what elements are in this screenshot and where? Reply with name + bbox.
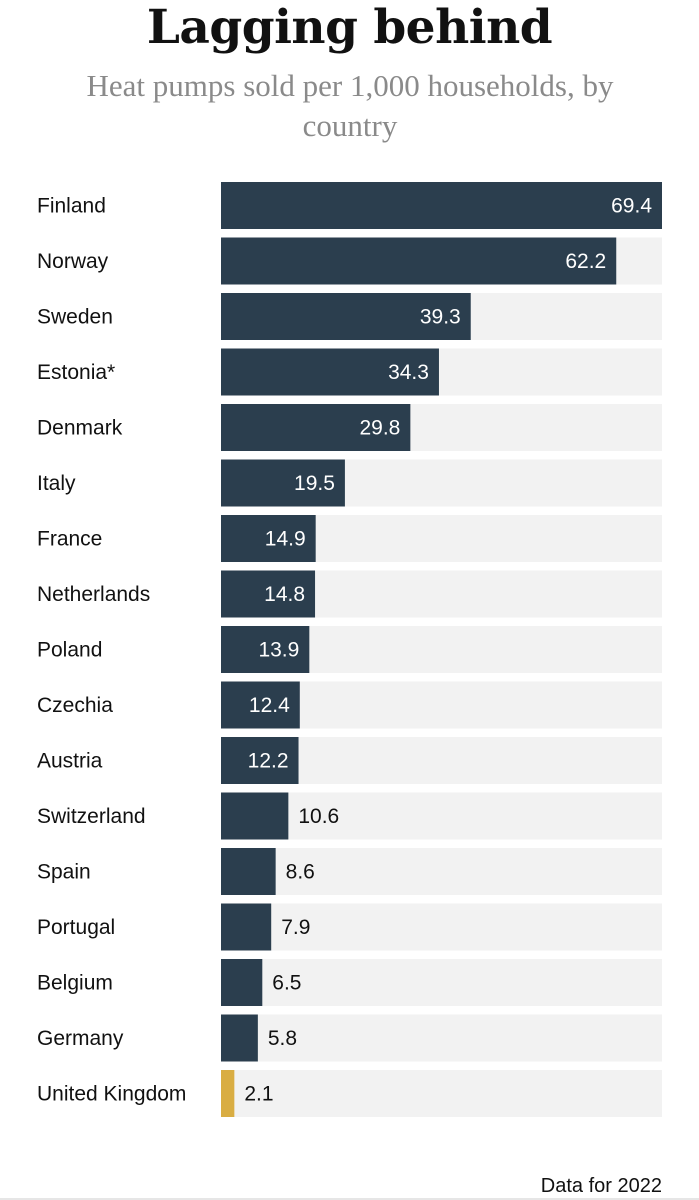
category-label: Portugal — [37, 916, 115, 939]
category-label: Germany — [37, 1027, 124, 1050]
bar-row: Estonia* 34.3 — [37, 348, 662, 396]
chart-title: Lagging behind — [146, 0, 553, 55]
bar-row: Belgium 6.5 — [37, 959, 662, 1006]
bar — [221, 1014, 258, 1062]
bar — [221, 1070, 235, 1117]
category-label: Estonia* — [37, 361, 115, 384]
bar — [221, 848, 276, 895]
bar — [221, 293, 471, 340]
category-label: Norway — [37, 250, 109, 273]
bar — [221, 348, 439, 396]
value-label: 14.8 — [264, 583, 305, 606]
bar-track — [221, 1014, 662, 1062]
bar-track — [221, 792, 662, 840]
bar-row: Netherlands 14.8 — [37, 570, 662, 618]
category-label: France — [37, 528, 102, 551]
value-label: 14.9 — [265, 528, 306, 551]
bar — [221, 404, 411, 451]
data-year-note: Data for 2022 — [540, 1175, 662, 1197]
bar — [221, 737, 299, 784]
bar-track — [221, 1070, 662, 1117]
bar-row: France 14.9 — [37, 515, 662, 562]
bar-track — [221, 848, 662, 895]
value-label: 6.5 — [272, 972, 301, 995]
bar — [221, 792, 289, 840]
category-label: Belgium — [37, 972, 113, 995]
bar-row: Germany 5.8 — [37, 1014, 662, 1062]
bar — [221, 681, 300, 729]
bar-row: Spain 8.6 — [37, 848, 662, 895]
bottom-divider — [0, 1198, 699, 1200]
value-label: 12.2 — [248, 750, 289, 773]
bar — [221, 515, 316, 562]
value-label: 19.5 — [294, 472, 335, 495]
category-label: Denmark — [37, 417, 123, 440]
value-label: 5.8 — [268, 1027, 297, 1050]
bar-row: Poland 13.9 — [37, 626, 662, 673]
category-label: Spain — [37, 861, 91, 884]
value-label: 13.9 — [258, 639, 299, 662]
bar-track — [221, 903, 662, 951]
value-label: 2.1 — [244, 1083, 273, 1106]
bar-row: Portugal 7.9 — [37, 903, 662, 951]
value-label: 12.4 — [249, 694, 290, 717]
value-label: 29.8 — [359, 417, 400, 440]
bar-row: Norway 62.2 — [37, 237, 662, 285]
category-label: Switzerland — [37, 805, 146, 828]
value-label: 7.9 — [281, 916, 310, 939]
bar — [221, 459, 345, 507]
bar — [221, 959, 263, 1006]
category-label: Sweden — [37, 306, 113, 329]
chart-subtitle: Heat pumps sold per 1,000 households, by… — [86, 68, 614, 143]
bar-row: Denmark 29.8 — [37, 404, 662, 451]
bar — [221, 903, 272, 951]
bar-row: Czechia 12.4 — [37, 681, 662, 729]
category-label: Italy — [37, 472, 76, 495]
category-label: Czechia — [37, 694, 113, 717]
category-label: Finland — [37, 195, 106, 218]
value-label: 62.2 — [565, 250, 606, 273]
bar-track — [221, 959, 662, 1006]
value-label: 34.3 — [388, 361, 429, 384]
bar-row: Austria 12.2 — [37, 737, 662, 784]
bar — [221, 237, 617, 285]
bar-row: Sweden 39.3 — [37, 293, 662, 340]
bar-row: Finland 69.4 — [37, 182, 662, 229]
category-label: Netherlands — [37, 583, 150, 606]
bar — [221, 570, 316, 618]
value-label: 39.3 — [420, 306, 461, 329]
bar-row: United Kingdom 2.1 — [37, 1070, 662, 1117]
category-label: Poland — [37, 639, 102, 662]
value-label: 10.6 — [298, 805, 339, 828]
bar-row: Italy 19.5 — [37, 459, 662, 507]
bar — [221, 182, 662, 229]
category-label: Austria — [37, 750, 103, 773]
bar-row: Switzerland 10.6 — [37, 792, 662, 840]
category-label: United Kingdom — [37, 1083, 186, 1106]
value-label: 69.4 — [611, 195, 652, 218]
bar — [221, 626, 310, 673]
value-label: 8.6 — [286, 861, 315, 884]
